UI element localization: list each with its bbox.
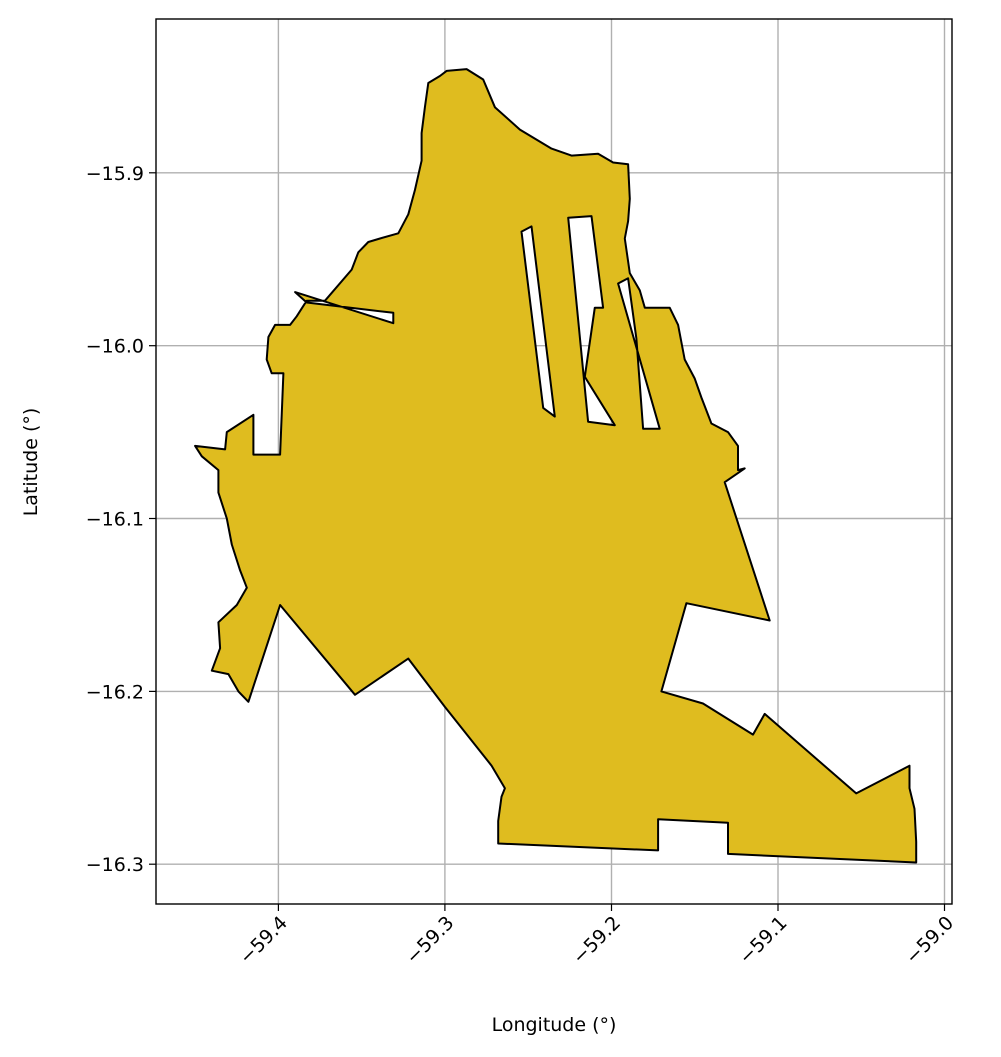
y-tick-label: −16.0	[86, 336, 144, 358]
y-axis-ticks: −15.9 −16.0 −16.1 −16.2 −16.3	[86, 163, 156, 876]
x-axis-label: Longitude (°)	[492, 1014, 617, 1036]
y-tick-label: −15.9	[86, 163, 144, 185]
y-axis-label: Latitude (°)	[20, 408, 42, 517]
x-tick-label: −59.1	[735, 912, 792, 969]
region-polygon	[195, 69, 916, 862]
y-tick-label: −16.2	[86, 681, 144, 703]
region-layer	[195, 69, 916, 862]
x-tick-label: −59.3	[402, 912, 459, 969]
x-axis-ticks: −59.4 −59.3 −59.2 −59.1 −59.0	[235, 904, 958, 969]
x-tick-label: −59.4	[235, 912, 292, 969]
x-tick-label: −59.0	[901, 912, 958, 969]
y-tick-label: −16.1	[86, 509, 144, 531]
x-tick-label: −59.2	[568, 912, 625, 969]
y-tick-label: −16.3	[86, 854, 144, 876]
